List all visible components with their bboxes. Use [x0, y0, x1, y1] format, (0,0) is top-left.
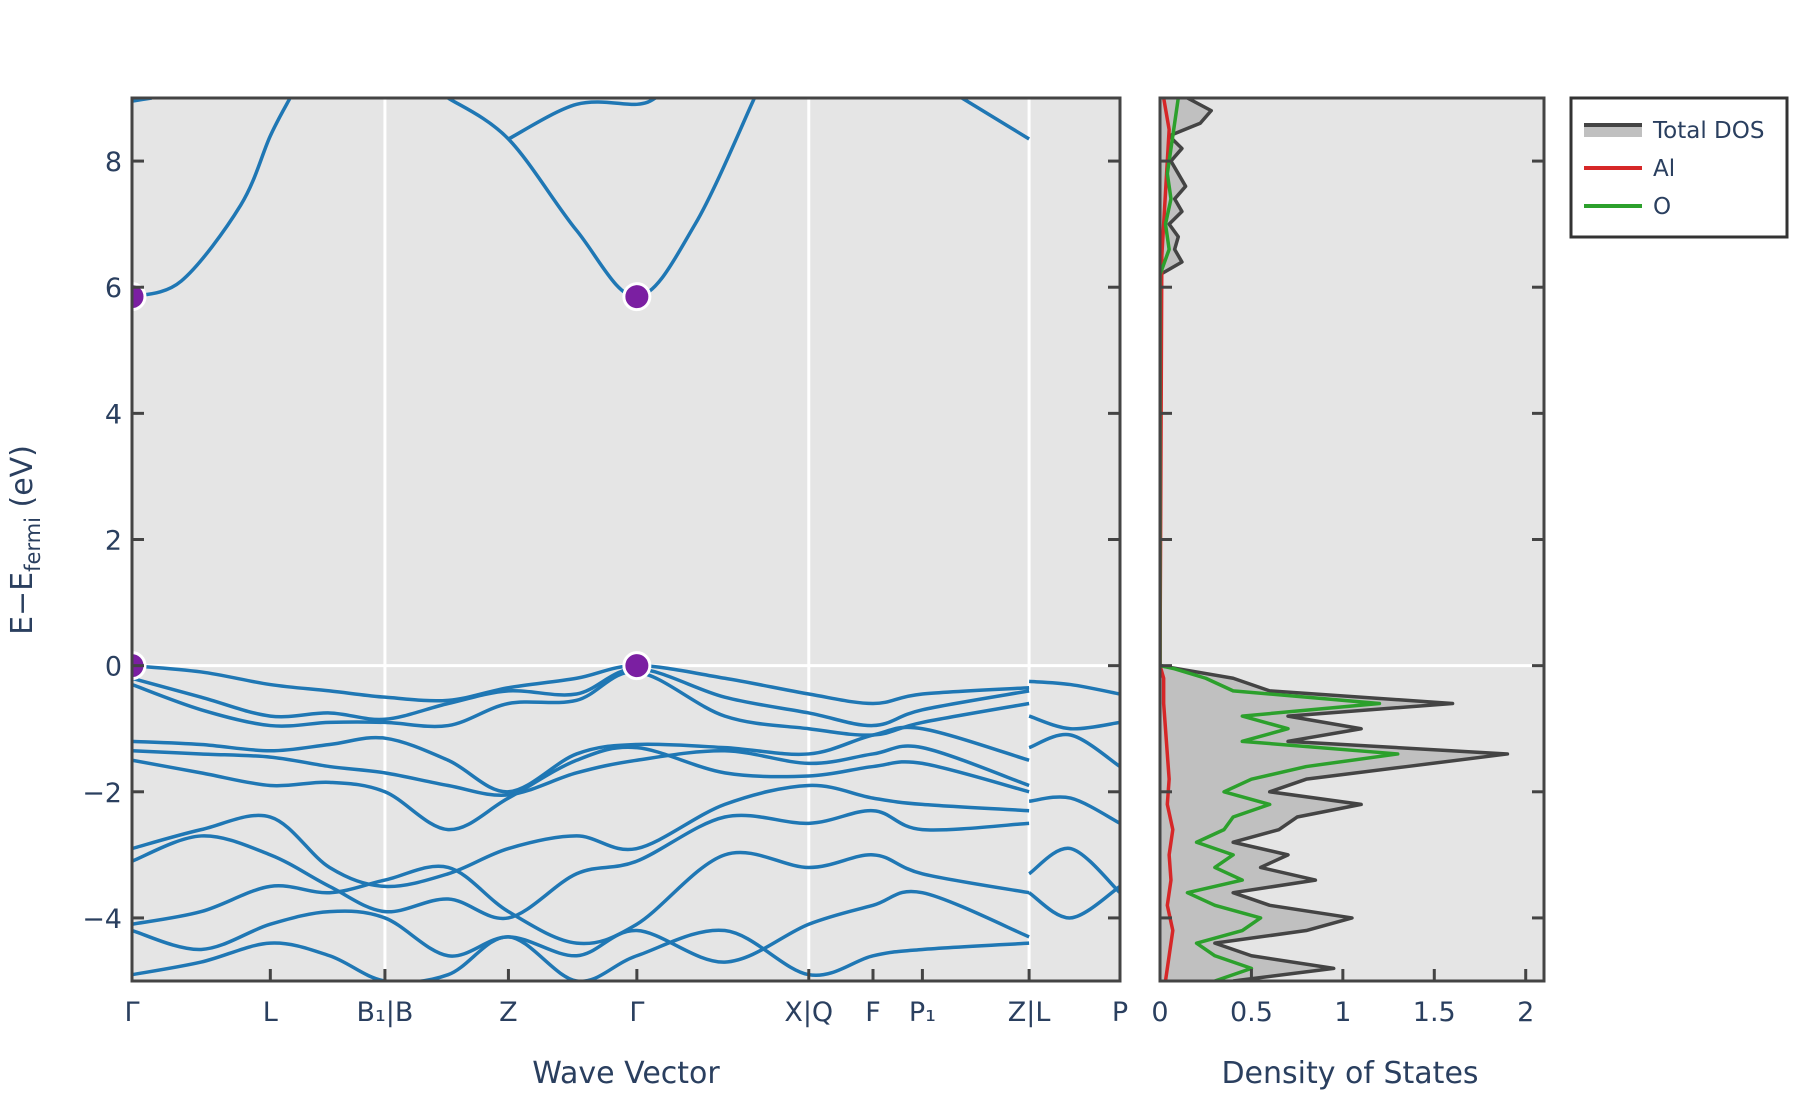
dos-energy-ticks — [1160, 159, 1544, 920]
dos-tick-label-2: 1 — [1334, 997, 1351, 1028]
band-line-21 — [1028, 884, 1120, 920]
energy-axis-ticks: −4 −2 0 2 4 6 8 — [82, 147, 1120, 935]
band-line-18 — [1028, 732, 1120, 769]
band-y-axis-title: E−Efermi (eV) — [5, 445, 45, 635]
dos-tick-label-3: 1.5 — [1413, 997, 1456, 1028]
band-line-20 — [1028, 846, 1120, 895]
band-x-axis-title: Wave Vector — [532, 1056, 720, 1091]
energy-tick-label-5: 6 — [105, 273, 122, 304]
energy-tick-label-4: 4 — [105, 399, 122, 430]
dos-tick-label-4: 2 — [1517, 997, 1534, 1028]
band-line-16 — [1028, 679, 1120, 696]
kpath-label-5: X|Q — [784, 997, 833, 1028]
legend-o-label: O — [1653, 194, 1671, 220]
energy-tick-label-0: −4 — [82, 904, 122, 935]
legend-total-dos-swatch — [1584, 125, 1642, 137]
y-axis-title-unit: (eV) — [5, 445, 40, 517]
kpath-label-3: Z — [499, 997, 518, 1028]
energy-tick-label-6: 8 — [105, 147, 122, 178]
kpath-label-7: P₁ — [909, 997, 936, 1028]
band-extremum-marker-2 — [132, 282, 147, 312]
band-line-7 — [132, 808, 1030, 921]
dos-curves — [1160, 98, 1510, 981]
kpath-axis-ticks: Γ L B₁|B Z Γ X|Q F P₁ Z|L P — [124, 969, 1128, 1028]
dos-line-2 — [1160, 98, 1400, 981]
dos-fill-0 — [1160, 98, 1508, 981]
band-extrema-markers — [132, 282, 652, 681]
energy-tick-label-3: 2 — [105, 526, 122, 557]
band-line-11 — [132, 98, 292, 299]
band-line-17 — [1028, 714, 1120, 731]
kpath-label-6: F — [865, 997, 881, 1028]
band-line-12 — [447, 98, 757, 299]
band-line-6 — [132, 783, 1030, 889]
kpath-label-8: Z|L — [1008, 997, 1051, 1028]
band-line-0 — [132, 663, 1030, 706]
band-line-5 — [132, 745, 1030, 832]
band-line-1 — [132, 667, 1030, 728]
band-line-8 — [132, 850, 1030, 946]
legend-total-dos-label: Total DOS — [1652, 118, 1764, 144]
energy-tick-label-1: −2 — [82, 778, 122, 809]
kpath-label-0: Γ — [124, 997, 139, 1028]
kpath-label-2: B₁|B — [356, 997, 413, 1028]
legend: Total DOS Al O — [1569, 96, 1789, 239]
y-axis-title-subscript: fermi — [21, 517, 45, 572]
kpath-label-1: L — [263, 997, 278, 1028]
energy-tick-label-2: 0 — [105, 652, 122, 683]
dos-tick-label-0: 0 — [1151, 997, 1168, 1028]
band-line-14 — [961, 98, 1031, 141]
dos-panel: 0 0.5 1 1.5 2 Density of States — [1151, 96, 1546, 1091]
high-symmetry-lines — [383, 98, 1031, 981]
dos-line-0 — [1160, 98, 1510, 981]
kpath-label-9: P — [1112, 997, 1128, 1028]
legend-al-label: Al — [1653, 156, 1675, 182]
band-line-13 — [507, 98, 657, 141]
dos-line-1 — [1160, 98, 1175, 981]
y-axis-title-main: E−E — [5, 572, 40, 635]
band-line-9 — [132, 889, 1030, 964]
dos-tick-label-1: 0.5 — [1230, 997, 1273, 1028]
band-line-3 — [132, 725, 1030, 794]
band-extremum-marker-3 — [622, 282, 652, 312]
band-structure-panel: −4 −2 0 2 4 6 8 Γ L B₁|B Z Γ X|Q F P₁ Z|L P Wave Vector… — [5, 96, 1128, 1091]
band-line-10 — [132, 928, 1030, 981]
band-line-19 — [1028, 795, 1120, 825]
band-extremum-marker-1 — [622, 651, 652, 681]
dos-x-axis-title: Density of States — [1221, 1056, 1478, 1091]
dos-axis-ticks: 0 0.5 1 1.5 2 — [1151, 969, 1534, 1028]
kpath-label-4: Γ — [629, 997, 644, 1028]
band-line-4 — [132, 744, 1030, 798]
